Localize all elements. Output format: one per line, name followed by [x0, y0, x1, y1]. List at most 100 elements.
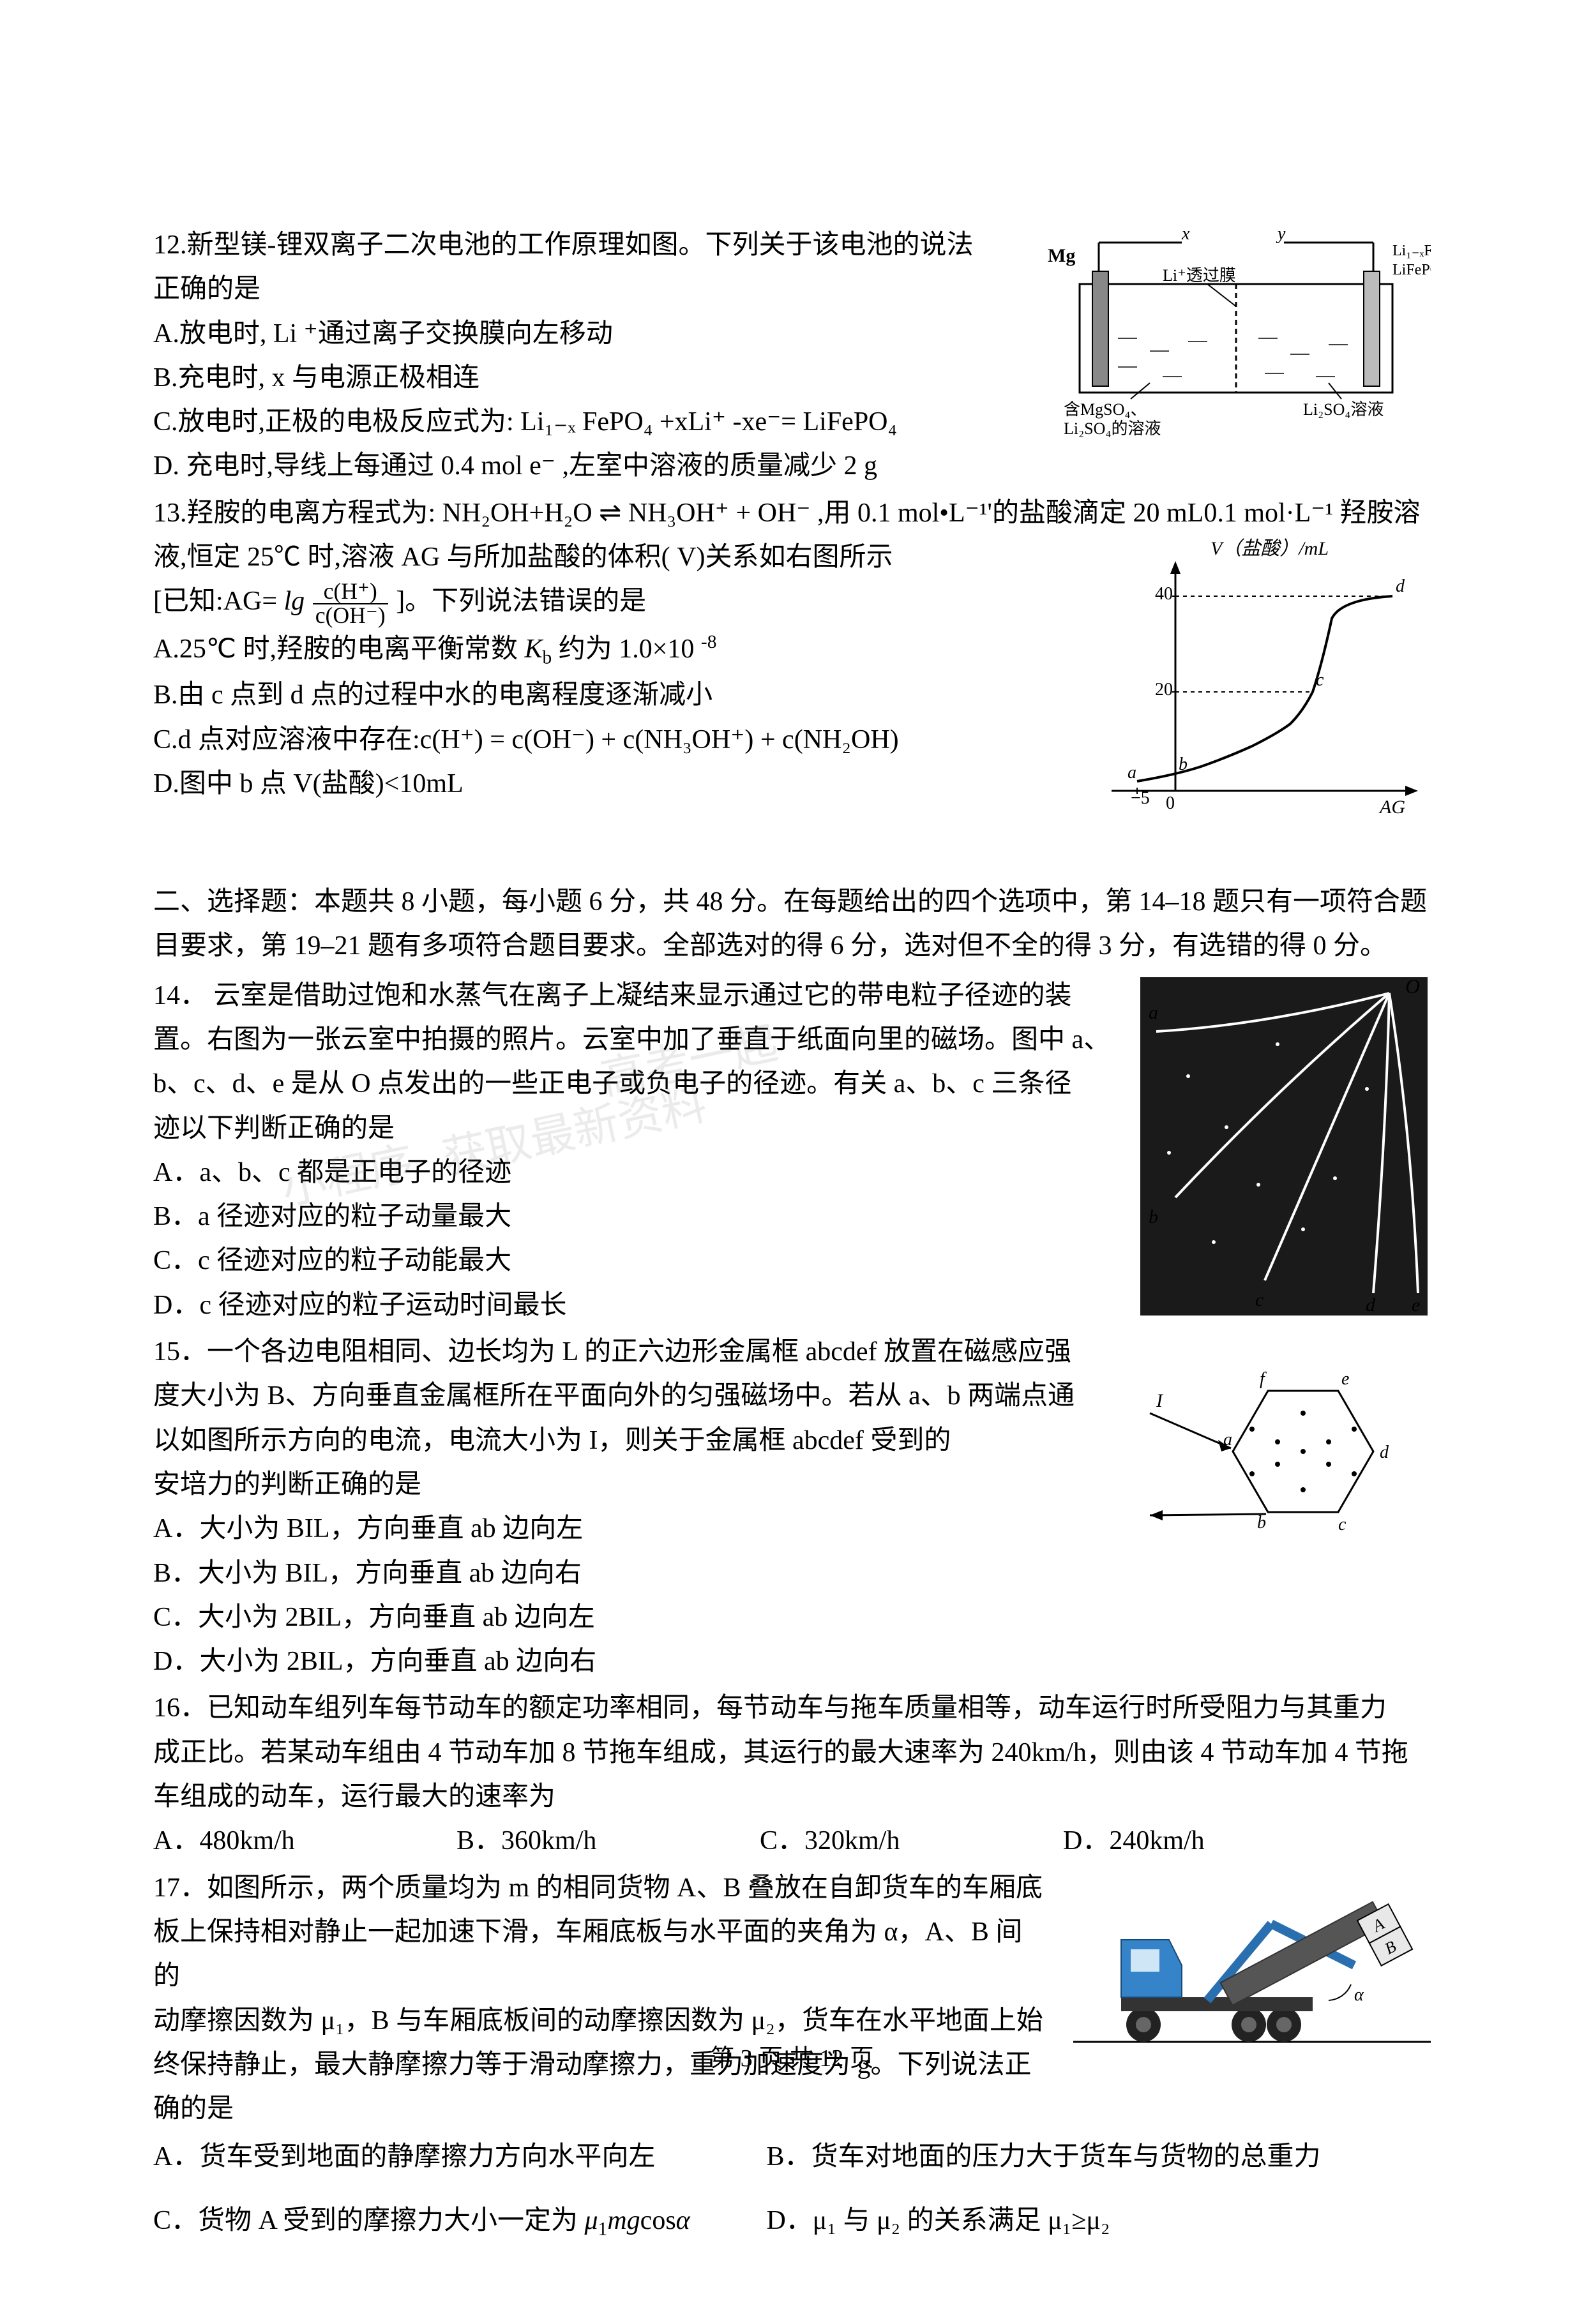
q13-l3-frac: c(H⁺) c(OH⁻) [313, 580, 388, 627]
q17-label-alpha: α [1354, 1985, 1364, 2005]
q17-option-c-pre: C．货物 A 受到的摩擦力大小一定为 [153, 2206, 585, 2235]
q12-label-membrane: Li⁺透过膜 [1163, 266, 1236, 285]
q15-lab-f: f [1260, 1369, 1267, 1389]
q12-option-d: D. 充电时,导线上每通过 0.4 mol e⁻ ,左室中溶液的质量减少 2 g [153, 444, 1009, 488]
q14-figure: O a [1137, 974, 1431, 1319]
q14-lab-e: e [1412, 1294, 1420, 1316]
q15-figure: I a b c d e f [1112, 1330, 1431, 1573]
q13-l3-den: c(OH⁻) [313, 604, 388, 627]
q12-label-mg: Mg [1048, 245, 1075, 266]
q12-label-y: y [1276, 224, 1286, 244]
q13-pt-b: b [1179, 754, 1188, 774]
q12-label-right2: LiFePO₄ [1392, 262, 1431, 278]
q14-option-d: D．c 径迹对应的粒子运动时间最长 [153, 1284, 1112, 1328]
q14-lab-d: d [1366, 1294, 1376, 1316]
q12-label-leftsol1: 含MgSO₄、 [1064, 400, 1147, 419]
q13-ytick-40: 40 [1155, 584, 1173, 604]
q15-option-b: B．大小为 BIL，方向垂直 ab 边向右 [153, 1552, 1086, 1596]
q16-stem-line2: 成正比。若某动车组由 4 节动车加 8 节拖车组成，其运行的最大速率为 240k… [153, 1731, 1431, 1775]
q15-lab-c: c [1338, 1515, 1346, 1534]
q16-option-b: B．360km/h [456, 1819, 712, 1863]
q15-lab-b: b [1257, 1513, 1266, 1533]
q13-xtick-neg5: −5 [1131, 788, 1150, 808]
q13-option-a: A.25℃ 时,羟胺的电离平衡常数 Kb 约为 1.0×10 -8 [153, 627, 1073, 673]
question-16: 16．已知动车组列车每节动车的额定功率相同，每节动车与拖车质量相等，动车运行时所… [153, 1686, 1431, 1863]
q17-options-row1: A．货车受到地面的静摩擦力方向水平向左 B．货车对地面的压力大于货车与货物的总重… [153, 2135, 1431, 2179]
q17-option-c: C．货物 A 受到的摩擦力大小一定为 μ1mgcosα [153, 2199, 766, 2245]
q17-option-b: B．货车对地面的压力大于货车与货物的总重力 [766, 2135, 1431, 2179]
q15-option-a: A．大小为 BIL，方向垂直 ab 边向左 [153, 1507, 1086, 1551]
q13-pt-c: c [1316, 670, 1324, 690]
q17-stem-line3: 动摩擦因数为 μ₁，B 与车厢底板间的动摩擦因数为 μ₂，货车在水平地面上始 [153, 1999, 1048, 2043]
q14-lab-b: b [1149, 1206, 1158, 1227]
question-15: 15．一个各边电阻相同、边长均为 L 的正六边形金属框 abcdef 放置在磁感… [153, 1330, 1431, 1684]
q17-figure: A B α [1073, 1866, 1431, 2058]
q15-option-d: D．大小为 2BIL，方向垂直 ab 边向右 [153, 1640, 1086, 1684]
q13-stem-line2: 液,恒定 25℃ 时,溶液 AG 与所加盐酸的体积( V)关系如右图所示 [153, 536, 1073, 580]
q16-option-d: D．240km/h [1063, 1819, 1318, 1863]
q13-l3-post: ]。下列说法错误的是 [389, 587, 647, 616]
q16-option-c: C．320km/h [760, 1819, 1015, 1863]
q13-pt-a: a [1128, 763, 1136, 783]
q15-stem-line4: 安培力的判断正确的是 [153, 1463, 1086, 1507]
q12-option-c: C.放电时,正极的电极反应式为: Li₁₋ₓ FePO₄ +xLi⁺ -xe⁻=… [153, 400, 1009, 444]
q13-stem-line3: [已知:AG= lg c(H⁺) c(OH⁻) ]。下列说法错误的是 [153, 580, 1073, 627]
q13-l3-lg: lg [284, 587, 305, 616]
q13-xlabel: AG [1378, 797, 1405, 818]
question-14: 高考一起 获取最新资料 小程序 14． 云室是借助过饱和水蒸气在离子上凝结来显示… [153, 974, 1431, 1328]
section-2-header: 二、选择题：本题共 8 小题，每小题 6 分，共 48 分。在每题给出的四个选项… [153, 880, 1431, 969]
q13-option-c: C.d 点对应溶液中存在:c(H⁺) = c(OH⁻) + c(NH₃OH⁺) … [153, 718, 1073, 762]
q13-pt-d: d [1396, 576, 1405, 596]
q16-stem-line3: 车组成的动车，运行最大的速率为 [153, 1775, 1431, 1819]
q12-label-right1: Li₁₋ₓFePO₄/ [1392, 243, 1431, 259]
q12-option-a: A.放电时, Li ⁺通过离子交换膜向左移动 [153, 312, 1009, 356]
q14-stem-line3: b、c、d、e 是从 O 点发出的一些正电子或负电子的径迹。有关 a、b、c 三… [153, 1062, 1112, 1106]
q15-stem-line1: 15．一个各边电阻相同、边长均为 L 的正六边形金属框 abcdef 放置在磁感… [153, 1330, 1086, 1374]
q16-stem-line1: 16．已知动车组列车每节动车的额定功率相同，每节动车与拖车质量相等，动车运行时所… [153, 1686, 1431, 1730]
q12-stem-line1: 12.新型镁-锂双离子二次电池的工作原理如图。下列关于该电池的说法 [153, 223, 1009, 267]
q13-option-d: D.图中 b 点 V(盐酸)<10mL [153, 762, 1073, 806]
q15-stem-line2: 度大小为 B、方向垂直金属框所在平面向外的匀强磁场中。若从 a、b 两端点通 [153, 1374, 1086, 1418]
q14-stem-line1: 14． 云室是借助过饱和水蒸气在离子上凝结来显示通过它的带电粒子径迹的装 [153, 974, 1112, 1018]
q17-options-row2: C．货物 A 受到的摩擦力大小一定为 μ1mgcosα D．μ₁ 与 μ₂ 的关… [153, 2199, 1431, 2245]
q17-option-c-formula: μ [585, 2206, 598, 2235]
q13-figure: V（盐酸）/mL −5 0 20 40 AG [1099, 536, 1431, 836]
q12-label-rightsol: Li₂SO₄溶液 [1303, 400, 1384, 419]
q14-lab-c: c [1255, 1289, 1263, 1310]
q17-option-a: A．货车受到地面的静摩擦力方向水平向左 [153, 2135, 766, 2179]
q12-stem-line2: 正确的是 [153, 267, 1009, 311]
q13-stem-line1: 13.羟胺的电离方程式为: NH₂OH+H₂O ⇌ NH₃OH⁺ + OH⁻ ,… [153, 491, 1431, 536]
q15-lab-e: e [1341, 1369, 1349, 1389]
q14-option-a: A．a、b、c 都是正电子的径迹 [153, 1151, 1112, 1195]
q14-stem-line4: 迹以下判断正确的是 [153, 1107, 1112, 1151]
q17-stem-line2: 板上保持相对静止一起加速下滑，车厢底板与水平面的夹角为 α，A、B 间的 [153, 1910, 1048, 1999]
q14-lab-a: a [1149, 1002, 1158, 1023]
q15-option-c: C．大小为 2BIL，方向垂直 ab 边向左 [153, 1596, 1086, 1640]
q12-figure: x y Mg Li₁₋ₓFePO₄/ LiFePO₄ Li [1035, 223, 1431, 453]
q12-option-b: B.充电时, x 与电源正极相连 [153, 356, 1009, 400]
q13-option-b: B.由 c 点到 d 点的过程中水的电离程度逐渐减小 [153, 673, 1073, 717]
q12-label-x: x [1181, 224, 1190, 244]
q13-l3-pre: [已知:AG= [153, 587, 284, 616]
page-footer: 第 3 页 共 12 页 [0, 2038, 1584, 2073]
q16-option-a: A．480km/h [153, 1819, 409, 1863]
q12-label-leftsol2: Li₂SO₄的溶液 [1064, 419, 1161, 438]
q14-option-b: B．a 径迹对应的粒子动量最大 [153, 1195, 1112, 1239]
q17-option-d: D．μ₁ 与 μ₂ 的关系满足 μ₁≥μ₂ [766, 2199, 1431, 2245]
q13-ytick-20: 20 [1155, 680, 1173, 700]
q13-l3-num: c(H⁺) [313, 580, 388, 604]
q13-ylabel: V（盐酸）/mL [1211, 538, 1329, 559]
q15-stem-line3: 以如图所示方向的电流，电流大小为 I，则关于金属框 abcdef 受到的 [153, 1419, 1086, 1463]
q13-xtick-0: 0 [1166, 793, 1175, 813]
q15-lab-a: a [1223, 1430, 1232, 1450]
q14-option-c: C．c 径迹对应的粒子动能最大 [153, 1239, 1112, 1283]
question-12: 12.新型镁-锂双离子二次电池的工作原理如图。下列关于该电池的说法 正确的是 A… [153, 223, 1431, 489]
q16-options: A．480km/h B．360km/h C．320km/h D．240km/h [153, 1819, 1431, 1863]
q14-lab-O: O [1405, 975, 1420, 998]
q15-lab-d: d [1380, 1443, 1389, 1462]
q17-stem-line5: 确的是 [153, 2087, 1048, 2131]
q17-stem-line1: 17．如图所示，两个质量均为 m 的相同货物 A、B 叠放在自卸货车的车厢底 [153, 1866, 1048, 1910]
q15-label-I: I [1156, 1390, 1164, 1411]
q14-stem-line2: 置。右图为一张云室中拍摄的照片。云室中加了垂直于纸面向里的磁场。图中 a、 [153, 1018, 1112, 1062]
question-13: 13.羟胺的电离方程式为: NH₂OH+H₂O ⇌ NH₃OH⁺ + OH⁻ ,… [153, 491, 1431, 842]
